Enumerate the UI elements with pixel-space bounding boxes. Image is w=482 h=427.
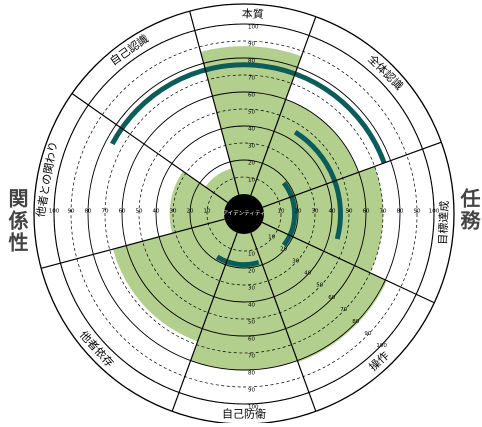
highlight-arc-2 <box>293 130 343 240</box>
horizontal-axis-tick-8: 30 <box>170 209 177 215</box>
scale-down-tick-60: 60 <box>248 337 255 343</box>
horizontal-axis-tick-6: 50 <box>136 209 143 215</box>
horizontal-axis-tick-2: 90 <box>68 209 75 215</box>
sector-divider-4 <box>261 221 435 304</box>
horizontal-axis-tick-20: 100 <box>429 209 440 215</box>
center-hub: アイデンティティ <box>222 194 266 234</box>
highlight-arc-4 <box>215 254 260 268</box>
scale-up-tick-90: 90 <box>248 42 255 48</box>
scale-up-tick-10: 10 <box>248 178 255 184</box>
horizontal-axis-tick-13: 30 <box>312 209 319 215</box>
scale-lower-right-tick-80: 80 <box>352 319 359 325</box>
grid-ring-60 <box>121 91 367 337</box>
center-hub-circle <box>224 194 264 234</box>
sector-divider-6 <box>171 232 238 412</box>
scale-lower-right-tick-30: 30 <box>292 259 299 265</box>
sector-divider-3 <box>262 141 442 208</box>
sector-divider-5 <box>250 232 317 412</box>
filled-area-1 <box>200 46 302 214</box>
horizontal-axis-tick-12: 20 <box>295 209 302 215</box>
grid-ring-40 <box>155 125 333 303</box>
scale-lower-right-tick-10: 10 <box>268 235 275 241</box>
scale-lower-right-tick-20: 20 <box>280 247 287 253</box>
sector-label-4: 操作 <box>366 348 392 373</box>
grid-ring-20 <box>189 159 299 269</box>
grid-ring-70 <box>104 74 384 354</box>
horizontal-axis-tick-4: 70 <box>102 209 109 215</box>
highlight-arc-3 <box>281 181 298 247</box>
scale-down-tick-90: 90 <box>248 388 255 394</box>
filled-area-6 <box>113 214 245 342</box>
sector-label-1: 本質 <box>241 6 264 21</box>
grid-ring-80 <box>87 57 401 371</box>
scale-lower-right-tick-50: 50 <box>316 283 323 289</box>
filled-areas <box>113 46 387 370</box>
side-label-relationship: 関係性 <box>5 188 29 254</box>
scale-up-tick-60: 60 <box>248 93 255 99</box>
horizontal-axis-tick-19: 90 <box>414 209 421 215</box>
scale-lower-right-tick-40: 40 <box>304 271 311 277</box>
horizontal-axis-tick-15: 50 <box>346 209 353 215</box>
horizontal-axis-tick-18: 80 <box>397 209 404 215</box>
scale-down-tick-30: 30 <box>248 286 255 292</box>
horizontal-axis-tick-17: 70 <box>380 209 387 215</box>
horizontal-axis-tick-3: 80 <box>85 209 92 215</box>
sector-divider-2 <box>250 16 317 196</box>
sector-dividers <box>41 11 442 412</box>
scale-down-tick-50: 50 <box>248 320 255 326</box>
sector-divider-1 <box>189 11 240 195</box>
sector-label-7: 他者との関わり <box>34 140 60 218</box>
horizontal-axis-tick-5: 60 <box>119 209 126 215</box>
horizontal-axis-tick-14: 40 <box>329 209 336 215</box>
sector-label-5: 自己防衛 <box>222 407 266 421</box>
scale-ticks: 10 20 30 40 50 60 70 80 90 100 10 20 30 40 50 60 70 80 90 1… <box>49 25 440 411</box>
horizontal-axis-tick-10: 10 <box>204 209 211 215</box>
horizontal-axis-tick-9: 20 <box>187 209 194 215</box>
scale-down-tick-40: 40 <box>248 303 255 309</box>
scale-down-tick-100: 100 <box>248 405 259 411</box>
scale-up-tick-40: 40 <box>248 127 255 133</box>
sector-label-3: 目標達成 <box>435 200 451 245</box>
sector-divider-8 <box>71 93 228 204</box>
horizontal-axis-tick-1: 100 <box>49 209 60 215</box>
grid-ring-10 <box>206 176 282 252</box>
highlight-arcs <box>110 62 387 268</box>
highlight-arc-1 <box>110 62 387 164</box>
scale-up-tick-50: 50 <box>248 110 255 116</box>
filled-area-3 <box>244 166 384 273</box>
scale-lower-right-tick-100: 100 <box>376 343 387 349</box>
scale-up-tick-70: 70 <box>248 76 255 82</box>
scale-down-tick-70: 70 <box>248 354 255 360</box>
scale-down-tick-10: 10 <box>248 252 255 258</box>
inner-band-ring <box>53 23 435 405</box>
filled-area-4 <box>244 214 387 363</box>
sector-label-2: 全体認識 <box>365 52 406 93</box>
sector-divider-7 <box>41 218 225 269</box>
scale-up-tick-30: 30 <box>248 144 255 150</box>
grid-ring-30 <box>172 142 316 286</box>
filled-area-5 <box>190 214 298 370</box>
horizontal-axis-tick-7: 40 <box>153 209 160 215</box>
scale-lower-right-tick-90: 90 <box>364 331 371 337</box>
scale-up-tick-80: 80 <box>248 59 255 65</box>
grid-ring-90 <box>70 40 418 388</box>
scale-down-tick-20: 20 <box>248 269 255 275</box>
horizontal-axis-tick-16: 60 <box>363 209 370 215</box>
center-label: アイデンティティ <box>222 209 265 217</box>
scale-down-tick-80: 80 <box>248 371 255 377</box>
scale-up-tick-100: 100 <box>248 25 259 31</box>
scale-up-tick-20: 20 <box>248 161 255 167</box>
scale-lower-right-tick-60: 60 <box>328 295 335 301</box>
scale-lower-right-tick-70: 70 <box>340 307 347 313</box>
horizontal-axis-tick-11: 10 <box>278 209 285 215</box>
side-label-mission: 任務 <box>457 188 481 232</box>
grid-ring-50 <box>138 108 350 320</box>
